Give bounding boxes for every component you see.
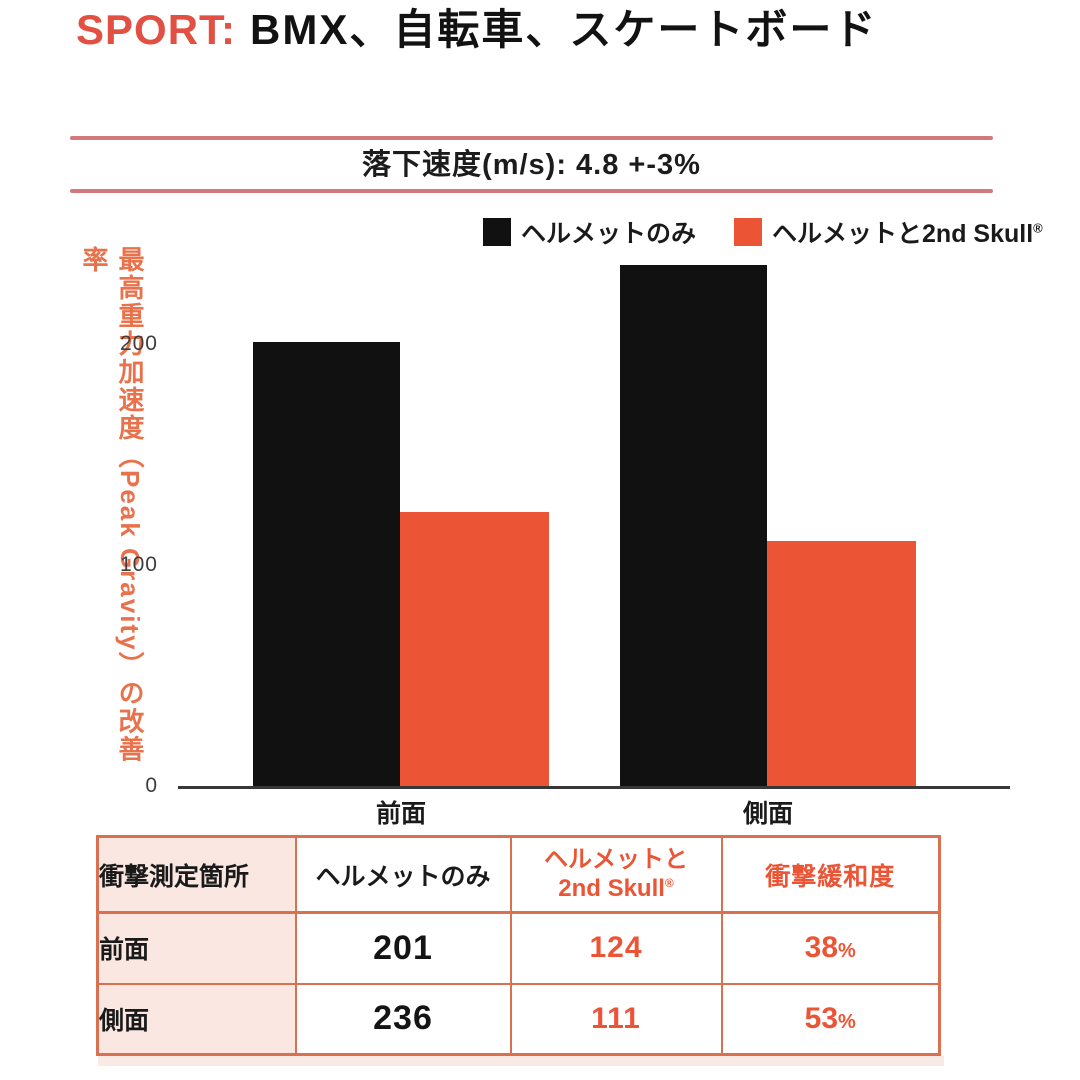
y-axis-label: 最高重力加速度（Peak Gravity）の改善率 xyxy=(79,246,145,764)
y-tick-label: 0 xyxy=(145,774,158,797)
table-bottom-shadow xyxy=(98,1056,944,1066)
table-row-front: 前面 201 124 38% xyxy=(96,911,941,985)
value-2ndskull: 124 xyxy=(509,911,723,985)
orange-swatch-icon xyxy=(734,218,763,246)
drop-speed-subtitle: 落下速度(m/s): 4.8 +-3% xyxy=(362,149,701,181)
impact-data-table: 衝撃測定箇所 ヘルメットのみ ヘルメットと 2nd Skull® 衝撃緩和度 前… xyxy=(96,835,941,1056)
bar-chart-plot-area xyxy=(178,234,1010,789)
value-mitigation: 38% xyxy=(720,911,941,985)
value-helmet-only: 201 xyxy=(294,911,512,985)
bottom-divider-line xyxy=(70,189,993,193)
table-row-side: 側面 236 111 53% xyxy=(96,982,941,1056)
top-divider-line xyxy=(70,136,993,140)
table-header-row: 衝撃測定箇所 ヘルメットのみ ヘルメットと 2nd Skull® 衝撃緩和度 xyxy=(96,835,941,914)
header-helmet-only: ヘルメットのみ xyxy=(294,835,512,914)
bar-helmet-only-front xyxy=(253,342,400,786)
legend-item-helmet-2ndskull: ヘルメットと2nd Skull® xyxy=(734,214,1043,250)
bar-helmet-only-side xyxy=(620,264,767,786)
row-label: 側面 xyxy=(96,982,297,1056)
legend-label: ヘルメットと2nd Skull® xyxy=(772,220,1043,248)
y-tick-label: 200 xyxy=(119,332,158,356)
x-category-front: 前面 xyxy=(375,800,426,828)
x-category-side: 側面 xyxy=(742,800,793,828)
legend-item-helmet-only: ヘルメットのみ xyxy=(483,214,696,250)
y-axis-ticks: 0 100 200 xyxy=(0,234,168,797)
title-sports-list: BMX、自転車、スケートボード xyxy=(250,6,878,53)
registered-mark: ® xyxy=(1033,220,1043,236)
header-measure-location: 衝撃測定箇所 xyxy=(96,835,297,914)
value-mitigation: 53% xyxy=(720,982,941,1056)
black-swatch-icon xyxy=(483,218,511,246)
bar-2ndskull-front xyxy=(400,512,549,786)
header-mitigation: 衝撃緩和度 xyxy=(720,835,941,914)
y-tick-label: 100 xyxy=(119,553,158,577)
chart-legend: ヘルメットのみ ヘルメットと2nd Skull® xyxy=(483,214,1043,250)
legend-label: ヘルメットのみ xyxy=(521,220,697,248)
bar-2ndskull-side xyxy=(767,540,916,786)
title-sport-prefix: SPORT: xyxy=(76,6,237,53)
page-title: SPORT: BMX、自転車、スケートボード xyxy=(76,6,877,54)
row-label: 前面 xyxy=(96,911,297,985)
percent-sign: % xyxy=(838,1010,856,1033)
value-2ndskull: 111 xyxy=(509,982,723,1056)
percent-sign: % xyxy=(838,940,856,963)
registered-mark: ® xyxy=(664,875,674,890)
header-helmet-2ndskull: ヘルメットと 2nd Skull® xyxy=(509,835,723,914)
value-helmet-only: 236 xyxy=(294,982,512,1056)
